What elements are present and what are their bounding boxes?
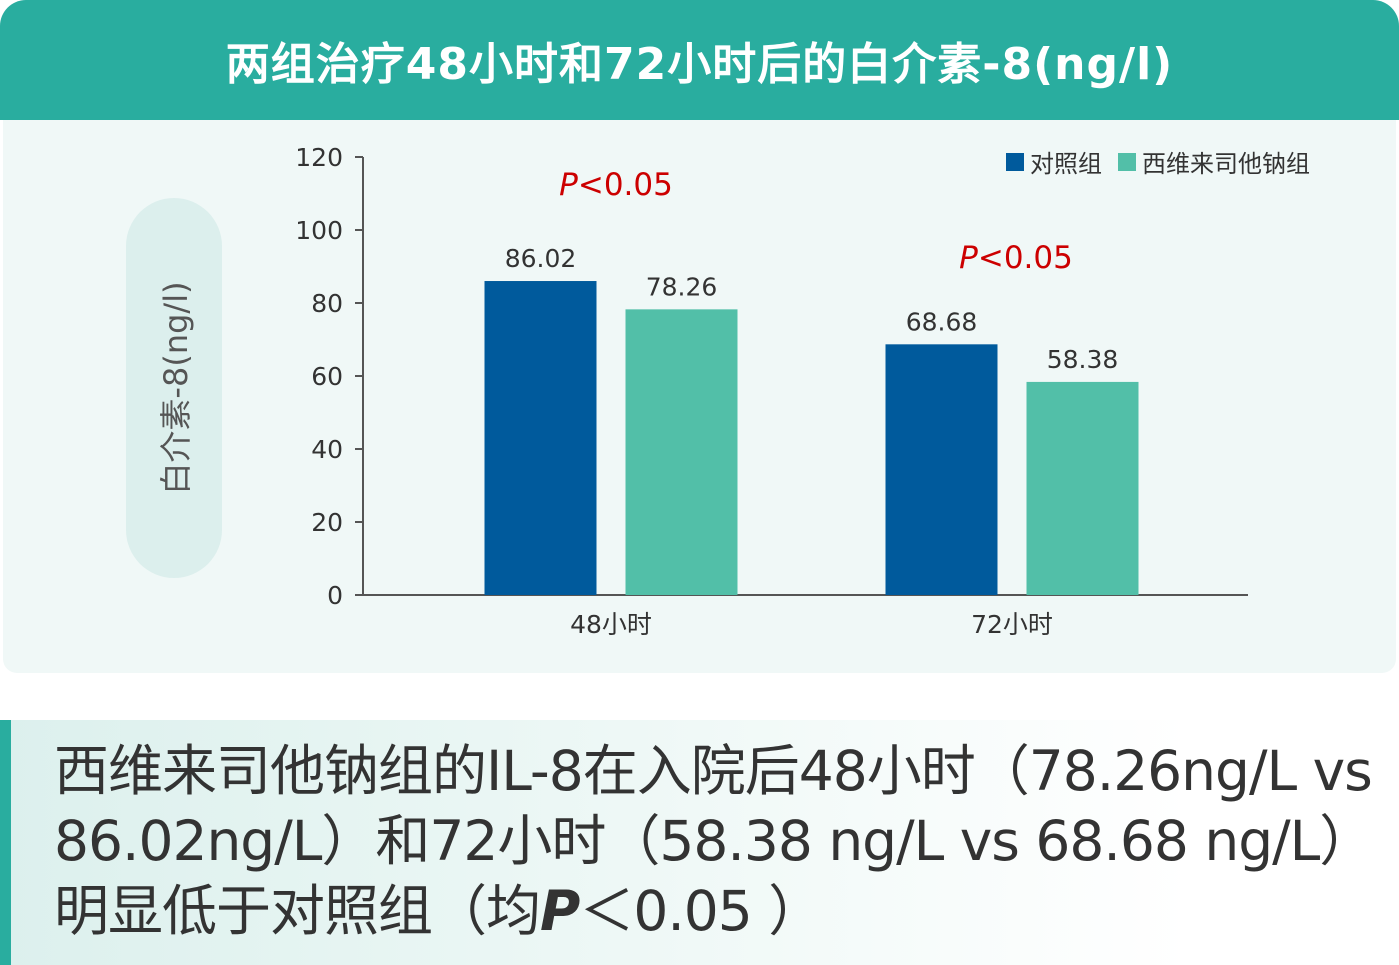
bar-value-label: 68.68 xyxy=(906,307,978,336)
bar xyxy=(625,309,738,595)
bar xyxy=(484,281,597,595)
legend-label-treatment: 西维来司他钠组 xyxy=(1142,150,1310,178)
summary-part1: 西维来司他钠组的IL-8在入院后48小时（78.26ng/L vs 86.02n… xyxy=(54,739,1374,943)
legend-label-control: 对照组 xyxy=(1030,150,1102,178)
legend-swatch-treatment xyxy=(1118,152,1136,171)
y-tick-label: 80 xyxy=(311,289,343,318)
y-tick-label: 0 xyxy=(327,581,343,610)
bar xyxy=(1026,381,1139,595)
summary-part2: ＜0.05 ） xyxy=(579,879,823,943)
bar-chart: 0 20 40 60 80 100 120 86.02 78.26 48小时 68.68 58.38 7… xyxy=(295,143,1248,639)
summary-accent-bar xyxy=(0,720,11,965)
p-value-annotation: P<0.05 xyxy=(559,167,673,203)
chart-title-bar: 两组治疗48小时和72小时后的白介素-8(ng/l) xyxy=(0,0,1399,120)
summary-p-symbol: P xyxy=(540,879,580,943)
y-tick-label: 40 xyxy=(311,435,343,464)
bar xyxy=(885,344,998,595)
y-tick-label: 100 xyxy=(295,216,343,245)
legend-item-treatment: 西维来司他钠组 xyxy=(1118,144,1310,179)
x-tick-label: 48小时 xyxy=(570,610,652,639)
x-tick-label: 72小时 xyxy=(971,610,1053,639)
chart-title: 两组治疗48小时和72小时后的白介素-8(ng/l) xyxy=(225,39,1174,90)
summary-panel xyxy=(0,720,1399,965)
bar-value-label: 86.02 xyxy=(505,244,577,273)
legend-swatch-control xyxy=(1006,152,1024,171)
y-tick-label: 120 xyxy=(295,143,343,172)
y-tick-label: 20 xyxy=(311,508,343,537)
y-axis-label-background xyxy=(126,198,222,578)
y-tick-label: 60 xyxy=(311,362,343,391)
legend-item-control: 对照组 xyxy=(1006,144,1102,179)
p-value-annotation: P<0.05 xyxy=(959,240,1073,276)
summary-text: 西维来司他钠组的IL-8在入院后48小时（78.26ng/L vs 86.02n… xyxy=(54,736,1394,946)
legend: 对照组 西维来司他钠组 xyxy=(1006,144,1326,179)
bar-value-label: 58.38 xyxy=(1047,345,1119,374)
bar-value-label: 78.26 xyxy=(646,272,718,301)
